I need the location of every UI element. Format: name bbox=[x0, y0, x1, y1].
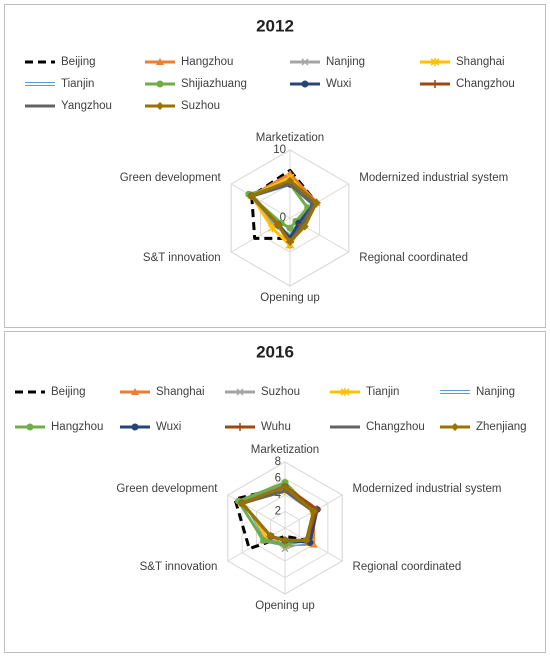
legend-label: Nanjing bbox=[326, 56, 365, 68]
chart-title: 2012 bbox=[256, 16, 294, 35]
axis-label: Opening up bbox=[255, 600, 314, 612]
r-tick-label: 0 bbox=[280, 212, 286, 224]
legend-label: Wuxi bbox=[156, 421, 181, 433]
marker bbox=[267, 224, 277, 233]
marker bbox=[260, 536, 268, 544]
legend-label: Yangzhou bbox=[61, 100, 112, 112]
r-tick-label: 6 bbox=[275, 473, 281, 485]
marker bbox=[430, 58, 440, 66]
legend-label: Beijing bbox=[51, 386, 86, 398]
chart-title: 2016 bbox=[256, 342, 294, 361]
marker bbox=[301, 80, 309, 88]
legend-label: Beijing bbox=[61, 56, 96, 68]
axis-label: Modernized industrial system bbox=[353, 483, 502, 495]
legend-label: Wuhu bbox=[261, 421, 291, 433]
marker bbox=[156, 58, 164, 65]
marker bbox=[156, 102, 164, 110]
spoke bbox=[227, 527, 286, 562]
axis-label: Regional coordinated bbox=[353, 561, 462, 573]
spoke bbox=[230, 183, 291, 219]
marker bbox=[286, 176, 294, 185]
axis-label: S&T innovation bbox=[140, 561, 218, 573]
axis-label: Modernized industrial system bbox=[359, 172, 508, 184]
r-tick-label: 10 bbox=[273, 144, 286, 156]
marker bbox=[301, 58, 309, 66]
legend-label: Suzhou bbox=[181, 100, 220, 112]
r-tick-label: 4 bbox=[275, 489, 282, 501]
axis-label: S&T innovation bbox=[143, 252, 221, 264]
marker bbox=[431, 80, 439, 88]
marker bbox=[286, 224, 294, 232]
axis-label: Marketization bbox=[251, 444, 319, 456]
marker bbox=[281, 482, 289, 491]
axis-label: Green development bbox=[116, 483, 218, 495]
marker bbox=[238, 499, 247, 508]
marker bbox=[131, 388, 139, 395]
legend-label: Suzhou bbox=[261, 386, 300, 398]
marker bbox=[131, 423, 139, 431]
axis-label: Regional coordinated bbox=[359, 252, 468, 264]
panel bbox=[4, 4, 546, 328]
axis-label: Opening up bbox=[260, 292, 319, 304]
marker bbox=[266, 532, 275, 541]
marker bbox=[26, 423, 34, 431]
marker bbox=[236, 388, 244, 396]
marker bbox=[286, 237, 294, 246]
axis-label: Green development bbox=[120, 172, 222, 184]
marker bbox=[302, 536, 311, 545]
legend-label: Tianjin bbox=[366, 386, 399, 398]
marker bbox=[451, 423, 459, 431]
chart: 2012 Marketization Modernized industrial s… bbox=[25, 16, 515, 304]
spoke bbox=[289, 183, 350, 219]
marker bbox=[309, 540, 318, 548]
legend-label: Tianjin bbox=[61, 78, 94, 90]
chart: 2016 Marketization Modernized industrial s… bbox=[15, 342, 527, 612]
legend-label: Shanghai bbox=[456, 56, 505, 68]
marker bbox=[274, 220, 283, 229]
marker bbox=[340, 388, 350, 396]
marker bbox=[156, 80, 164, 88]
legend-label: Changzhou bbox=[366, 421, 425, 433]
marker bbox=[281, 536, 289, 545]
legend-label: Hangzhou bbox=[181, 56, 233, 68]
marker bbox=[236, 423, 244, 431]
legend-label: Hangzhou bbox=[51, 421, 103, 433]
legend-label: Zhenjiang bbox=[476, 421, 527, 433]
r-tick-label: 2 bbox=[275, 506, 281, 518]
marker bbox=[300, 222, 309, 231]
marker bbox=[247, 191, 256, 200]
legend-label: Changzhou bbox=[456, 78, 515, 90]
marker bbox=[309, 507, 318, 516]
r-tick-label: 8 bbox=[275, 456, 281, 468]
axis-label: Marketization bbox=[256, 132, 324, 144]
legend-label: Shanghai bbox=[156, 386, 205, 398]
legend-label: Nanjing bbox=[476, 386, 515, 398]
legend-label: Shijiazhuang bbox=[181, 78, 247, 90]
legend-label: Wuxi bbox=[326, 78, 351, 90]
marker bbox=[312, 198, 321, 207]
